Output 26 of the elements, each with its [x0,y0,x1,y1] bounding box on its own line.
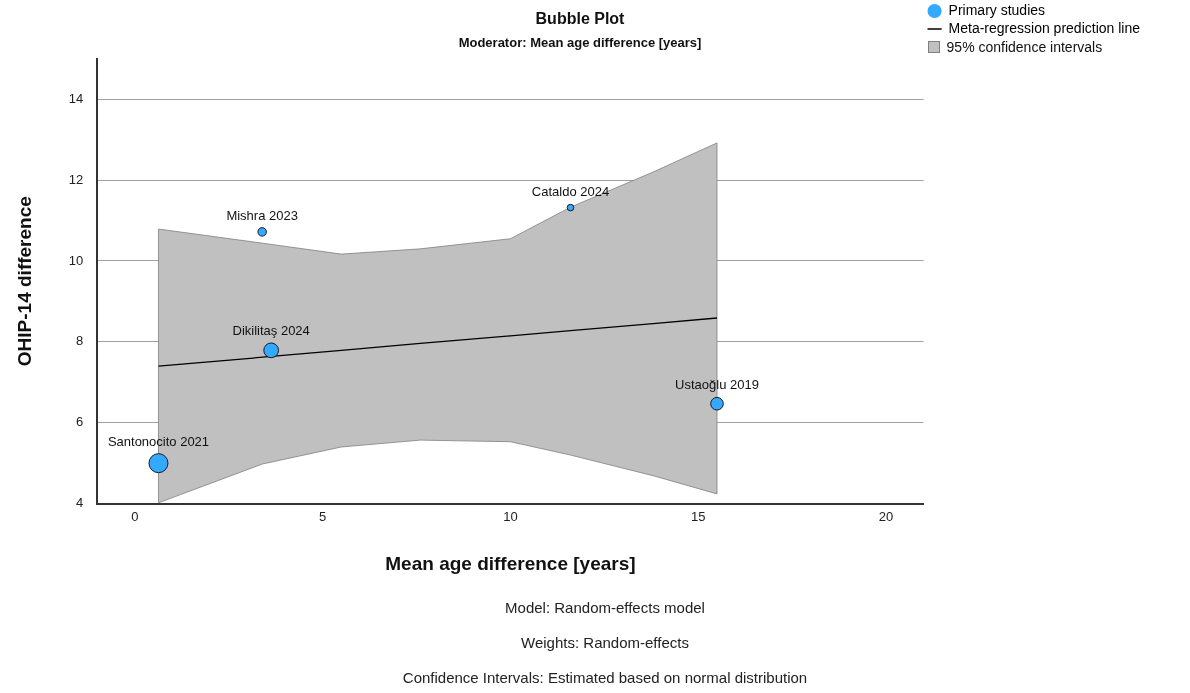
annotation: Santonocito 2021 [107,433,210,449]
y-tick-label: 4 [76,495,84,511]
legend-label: Primary studies [948,1,1046,18]
x-tick-label: 15 [690,508,706,524]
y-tick-label: 12 [68,171,84,187]
x-axis-title: Mean age difference [years] [385,552,636,574]
annotation: Ustaoğlu 2019 [675,377,759,393]
text: Confidence Intervals: Estimated based on normal distribution [401,668,809,688]
annotation: Dikilitaş 2024 [232,323,310,339]
chart-subtitle: Moderator: Mean age difference [years] [458,34,702,50]
text: Model: Random-effects model [504,598,706,618]
y-tick-label: 14 [68,90,84,106]
y-tick-label: 6 [76,414,84,430]
y-axis-title: OHIP-14 difference [13,196,35,367]
y-tick-label: 8 [76,333,84,349]
legend-label: Meta-regression prediction line [948,19,1141,36]
text: Weights: Random-effects [520,633,690,653]
annotation: Cataldo 2024 [531,184,610,200]
y-tick-label: 10 [68,252,84,268]
annotation: Mishra 2023 [226,207,298,223]
x-tick-label: 5 [319,508,327,524]
x-tick-label: 20 [878,508,894,524]
x-tick-label: 10 [503,508,518,524]
chart-title: Bubble Plot [535,10,626,28]
text: 95% confidence intervals [946,39,1103,55]
x-tick-label: 0 [131,508,139,524]
